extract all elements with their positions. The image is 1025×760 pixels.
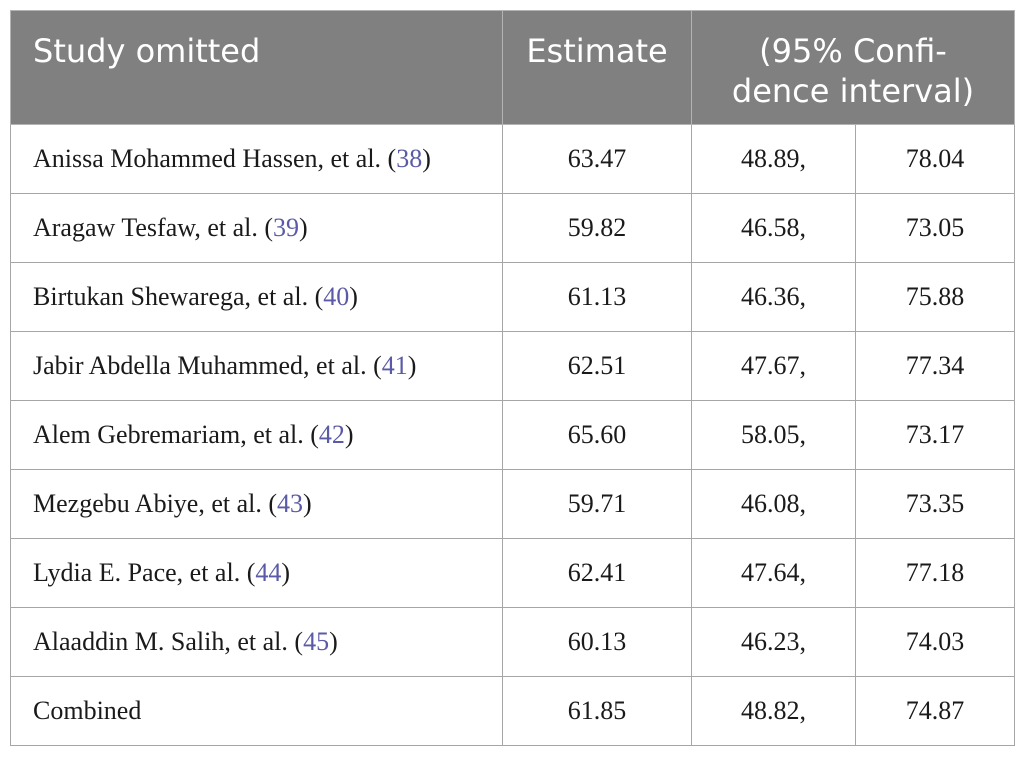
study-name: Jabir Abdella Muhammed, et al. (: [33, 351, 382, 380]
ci-upper-cell: 74.03: [855, 607, 1015, 677]
ci-lower-cell: 46.23,: [691, 607, 856, 677]
ci-upper-cell: 77.34: [855, 331, 1015, 401]
study-name: Anissa Mohammed Hassen, et al. (: [33, 144, 397, 173]
table-body: Anissa Mohammed Hassen, et al. (38) 63.47…: [10, 124, 1015, 746]
ci-lower-cell: 46.36,: [691, 262, 856, 332]
study-name-cell: Jabir Abdella Muhammed, et al. (41): [10, 331, 503, 401]
table-row: Jabir Abdella Muhammed, et al. (41) 62.51…: [10, 331, 1015, 401]
estimate-cell: 59.82: [502, 193, 692, 263]
reference-close-paren: ): [422, 144, 431, 173]
ci-lower-cell: 48.82,: [691, 676, 856, 746]
reference-link[interactable]: 45: [303, 627, 330, 656]
reference-close-paren: ): [281, 558, 291, 587]
estimate-cell: 63.47: [502, 124, 692, 194]
ci-upper-cell: 77.18: [855, 538, 1015, 608]
table-row: Combined 61.85 48.82, 74.87: [10, 676, 1015, 746]
header-estimate: Estimate: [502, 10, 692, 125]
ci-lower-cell: 46.08,: [691, 469, 856, 539]
study-name-cell: Mezgebu Abiye, et al. (43): [10, 469, 503, 539]
ci-upper-cell: 74.87: [855, 676, 1015, 746]
ci-upper-cell: 78.04: [855, 124, 1015, 194]
table-row: Aragaw Tesfaw, et al. (39) 59.82 46.58, 73.…: [10, 193, 1015, 263]
table-header: Study omitted Estimate (95% Confi- dence…: [10, 10, 1015, 125]
table-row: Birtukan Shewarega, et al. (40) 61.13 46.3…: [10, 262, 1015, 332]
ci-lower-cell: 47.64,: [691, 538, 856, 608]
estimate-cell: 59.71: [502, 469, 692, 539]
study-name-cell: Aragaw Tesfaw, et al. (39): [10, 193, 503, 263]
ci-lower-cell: 48.89,: [691, 124, 856, 194]
ci-upper-cell: 73.35: [855, 469, 1015, 539]
study-name: Birtukan Shewarega, et al. (: [33, 282, 324, 311]
reference-close-paren: ): [299, 213, 308, 242]
estimate-cell: 65.60: [502, 400, 692, 470]
reference-link[interactable]: 40: [323, 282, 350, 311]
header-ci-line1: (95% Confi-: [759, 32, 947, 70]
reference-link[interactable]: 42: [318, 420, 345, 449]
reference-close-paren: ): [303, 489, 312, 518]
study-name-cell: Anissa Mohammed Hassen, et al. (38): [10, 124, 503, 194]
study-name: Alem Gebremariam, et al. (: [33, 420, 319, 449]
reference-close-paren: ): [329, 627, 338, 656]
reference-link[interactable]: 39: [273, 213, 300, 242]
header-study-omitted: Study omitted: [10, 10, 503, 125]
ci-lower-cell: 58.05,: [691, 400, 856, 470]
study-name: Lydia E. Pace, et al. (: [33, 558, 256, 587]
ci-upper-cell: 75.88: [855, 262, 1015, 332]
study-name-cell: Birtukan Shewarega, et al. (40): [10, 262, 503, 332]
header-ci-line2: dence interval): [731, 72, 975, 110]
study-name-cell: Lydia E. Pace, et al. (44): [10, 538, 503, 608]
sensitivity-table: Study omitted Estimate (95% Confi- dence…: [10, 10, 1015, 746]
reference-close-paren: ): [407, 351, 417, 380]
header-confidence-interval: (95% Confi- dence interval): [691, 10, 1015, 125]
reference-link[interactable]: 38: [396, 144, 423, 173]
ci-lower-cell: 46.58,: [691, 193, 856, 263]
ci-upper-cell: 73.05: [855, 193, 1015, 263]
reference-link[interactable]: 44: [255, 558, 282, 587]
study-name-cell: Alem Gebremariam, et al. (42): [10, 400, 503, 470]
study-name-cell: Alaaddin M. Salih, et al. (45): [10, 607, 503, 677]
reference-link[interactable]: 43: [277, 489, 304, 518]
header-row: Study omitted Estimate (95% Confi- dence…: [10, 10, 1015, 125]
table-row: Lydia E. Pace, et al. (44) 62.41 47.64, 77.…: [10, 538, 1015, 608]
estimate-cell: 62.51: [502, 331, 692, 401]
study-name-cell: Combined: [10, 676, 503, 746]
table-row: Alaaddin M. Salih, et al. (45) 60.13 46.23…: [10, 607, 1015, 677]
study-name: Combined: [33, 696, 142, 725]
table-row: Alem Gebremariam, et al. (42) 65.60 58.05,…: [10, 400, 1015, 470]
table-row: Anissa Mohammed Hassen, et al. (38) 63.47…: [10, 124, 1015, 194]
ci-upper-cell: 73.17: [855, 400, 1015, 470]
reference-close-paren: ): [349, 282, 358, 311]
ci-lower-cell: 47.67,: [691, 331, 856, 401]
study-name: Mezgebu Abiye, et al. (: [33, 489, 278, 518]
reference-close-paren: ): [344, 420, 354, 449]
estimate-cell: 61.13: [502, 262, 692, 332]
estimate-cell: 61.85: [502, 676, 692, 746]
table-row: Mezgebu Abiye, et al. (43) 59.71 46.08, 73.…: [10, 469, 1015, 539]
estimate-cell: 60.13: [502, 607, 692, 677]
reference-link[interactable]: 41: [381, 351, 408, 380]
estimate-cell: 62.41: [502, 538, 692, 608]
study-name: Aragaw Tesfaw, et al. (: [33, 213, 274, 242]
study-name: Alaaddin M. Salih, et al. (: [33, 627, 304, 656]
